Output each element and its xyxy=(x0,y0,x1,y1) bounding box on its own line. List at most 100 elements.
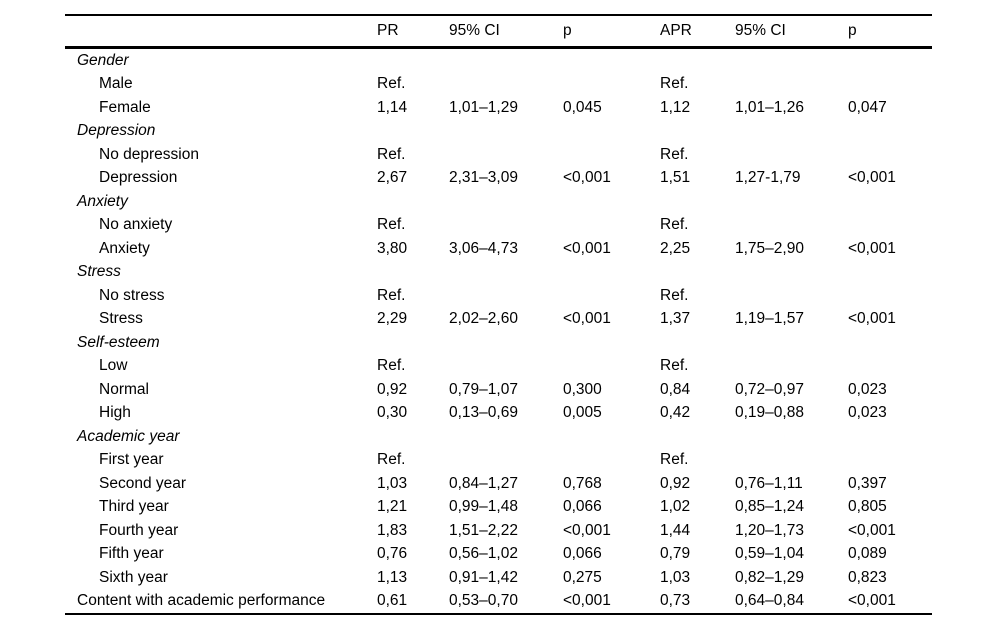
cell-pr xyxy=(377,120,449,144)
cell-ci1 xyxy=(449,73,563,97)
cell-ci1: 0,84–1,27 xyxy=(449,474,518,492)
cell-p1 xyxy=(563,214,660,238)
cell-p2: <0,001 xyxy=(848,521,896,539)
cell-p2: 0,047 xyxy=(848,98,887,116)
cell-pr: Ref. xyxy=(377,451,406,469)
cell-pr: Ref. xyxy=(377,286,406,304)
cell-pr xyxy=(377,261,449,285)
cell-p2 xyxy=(848,48,932,73)
cell-ci2: 0,82–1,29 xyxy=(735,568,804,586)
table-row: Normal 0,92 0,79–1,07 0,300 0,84 0,72–0,… xyxy=(65,378,932,402)
cell-label: Anxiety xyxy=(99,239,150,257)
cell-p1: <0,001 xyxy=(563,592,611,610)
header-row: PR 95% CI p APR 95% CI p xyxy=(65,15,932,49)
cell-label: Female xyxy=(99,98,151,116)
cell-p2 xyxy=(848,425,932,449)
cell-pr xyxy=(377,48,449,73)
cell-pr: 0,92 xyxy=(377,380,408,398)
cell-ci2: 1,75–2,90 xyxy=(735,239,804,257)
category-row: Gender xyxy=(65,48,932,73)
table-row: No depression Ref. Ref. xyxy=(65,143,932,167)
table-row: First year Ref. Ref. xyxy=(65,449,932,473)
results-table-container: PR 95% CI p APR 95% CI p Gender Male Ref… xyxy=(65,14,932,615)
col-header-ci1: 95% CI xyxy=(449,15,563,49)
cell-pr: 0,61 xyxy=(377,592,408,610)
cell-label: Stress xyxy=(99,310,143,328)
cell-label: Third year xyxy=(99,498,169,516)
cell-apr: 1,37 xyxy=(660,310,691,328)
cell-ci2 xyxy=(735,48,848,73)
cell-ci2: 1,19–1,57 xyxy=(735,310,804,328)
cell-p2 xyxy=(848,261,932,285)
col-header-ci2: 95% CI xyxy=(735,15,848,49)
table-row: No anxiety Ref. Ref. xyxy=(65,214,932,238)
cell-ci1 xyxy=(449,425,563,449)
table-row: Sixth year 1,13 0,91–1,42 0,275 1,03 0,8… xyxy=(65,566,932,590)
cell-label: No stress xyxy=(99,286,165,304)
cell-ci1 xyxy=(449,284,563,308)
cell-apr xyxy=(660,261,735,285)
cell-apr: 1,03 xyxy=(660,568,691,586)
cell-apr: 1,02 xyxy=(660,498,691,516)
cell-pr: 1,03 xyxy=(377,474,408,492)
cell-p2: 0,089 xyxy=(848,545,887,563)
cell-p2: <0,001 xyxy=(848,239,896,257)
col-header-apr: APR xyxy=(660,15,735,49)
cell-ci1: 0,91–1,42 xyxy=(449,568,518,586)
cell-pr: Ref. xyxy=(377,357,406,375)
cell-ci2 xyxy=(735,190,848,214)
cell-ci1 xyxy=(449,261,563,285)
cell-p1 xyxy=(563,261,660,285)
cell-p1 xyxy=(563,331,660,355)
cell-pr: 0,30 xyxy=(377,404,408,422)
cell-p2 xyxy=(848,190,932,214)
cell-p1: <0,001 xyxy=(563,310,611,328)
category-row: Stress xyxy=(65,261,932,285)
cell-ci2 xyxy=(735,449,848,473)
cell-ci2 xyxy=(735,143,848,167)
cell-p1: 0,045 xyxy=(563,98,602,116)
cell-pr: 1,21 xyxy=(377,498,408,516)
cell-p2 xyxy=(848,331,932,355)
cell-p2: <0,001 xyxy=(848,169,896,187)
cell-apr: Ref. xyxy=(660,286,689,304)
cell-ci1 xyxy=(449,331,563,355)
cell-ci2 xyxy=(735,214,848,238)
table-row: High 0,30 0,13–0,69 0,005 0,42 0,19–0,88… xyxy=(65,402,932,426)
cell-label: High xyxy=(99,404,131,422)
cell-ci1: 2,31–3,09 xyxy=(449,169,518,187)
cell-label: Anxiety xyxy=(77,192,128,210)
cell-apr: 1,51 xyxy=(660,169,691,187)
col-header-p1: p xyxy=(563,15,660,49)
cell-ci2: 1,20–1,73 xyxy=(735,521,804,539)
cell-p1: <0,001 xyxy=(563,239,611,257)
cell-p1 xyxy=(563,48,660,73)
cell-apr: Ref. xyxy=(660,75,689,93)
cell-ci1 xyxy=(449,48,563,73)
cell-ci2: 0,76–1,11 xyxy=(735,474,803,492)
category-row: Self-esteem xyxy=(65,331,932,355)
cell-label: Content with academic performance xyxy=(77,592,326,610)
cell-apr: 0,73 xyxy=(660,592,691,610)
cell-ci2: 0,64–0,84 xyxy=(735,592,804,610)
cell-label: No anxiety xyxy=(99,216,173,234)
cell-apr: 1,44 xyxy=(660,521,691,539)
cell-ci2: 0,59–1,04 xyxy=(735,545,804,563)
cell-apr: 0,92 xyxy=(660,474,691,492)
cell-p1: <0,001 xyxy=(563,169,611,187)
table-row: Male Ref. Ref. xyxy=(65,73,932,97)
table-row: Anxiety 3,80 3,06–4,73 <0,001 2,25 1,75–… xyxy=(65,237,932,261)
cell-ci2: 0,19–0,88 xyxy=(735,404,804,422)
cell-apr: Ref. xyxy=(660,451,689,469)
cell-ci1 xyxy=(449,214,563,238)
cell-pr: Ref. xyxy=(377,145,406,163)
cell-pr: 1,14 xyxy=(377,98,408,116)
cell-apr: Ref. xyxy=(660,357,689,375)
category-row: Depression xyxy=(65,120,932,144)
cell-p1: <0,001 xyxy=(563,521,611,539)
cell-apr: Ref. xyxy=(660,216,689,234)
cell-p2 xyxy=(848,120,932,144)
cell-label: First year xyxy=(99,451,164,469)
cell-ci2: 1,27-1,79 xyxy=(735,169,801,187)
